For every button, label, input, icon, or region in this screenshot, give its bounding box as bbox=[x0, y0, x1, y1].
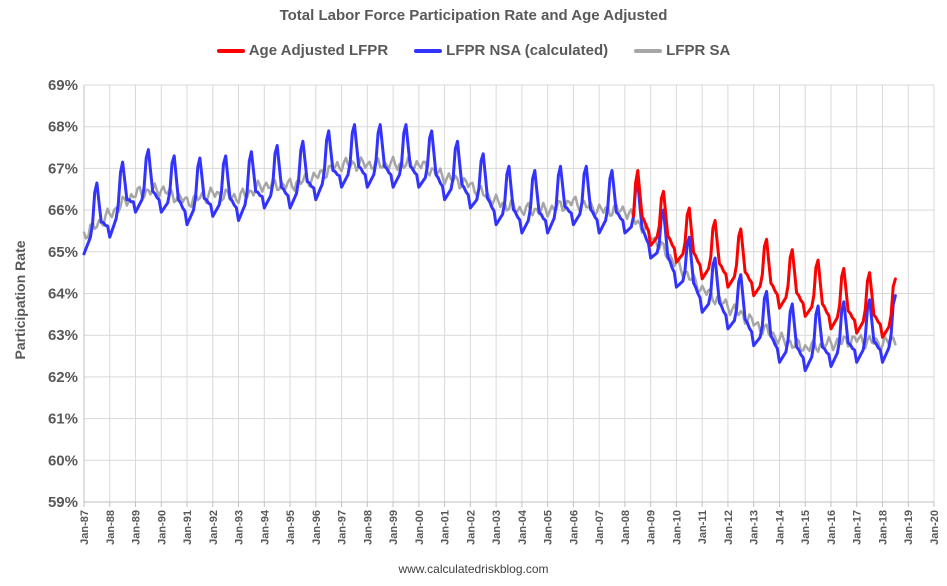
x-tick-label: Jan-04 bbox=[517, 509, 529, 545]
tick-labels: 59% 60% 61% 62% 63% 64% 65% 66% 67% 68% 69% Jan-87 J… bbox=[48, 77, 941, 545]
y-tick-label: 68% bbox=[48, 119, 78, 136]
x-tick-label: Jan-16 bbox=[826, 510, 838, 545]
x-tick-label: Jan-94 bbox=[259, 509, 271, 545]
x-tick-label: Jan-98 bbox=[362, 510, 374, 545]
x-tick-label: Jan-92 bbox=[208, 510, 220, 545]
x-tick-label: Jan-93 bbox=[234, 510, 246, 545]
x-tick-label: Jan-08 bbox=[620, 510, 632, 545]
legend-label-lfpr-sa: LFPR SA bbox=[666, 42, 731, 59]
source-credit: www.calculatedriskblog.com bbox=[398, 562, 549, 576]
x-tick-label: Jan-12 bbox=[723, 510, 735, 545]
x-tick-label: Jan-05 bbox=[543, 510, 555, 545]
x-tick-label: Jan-95 bbox=[285, 510, 297, 545]
x-tick-label: Jan-14 bbox=[774, 509, 786, 545]
x-tick-label: Jan-13 bbox=[749, 510, 761, 545]
x-tick-label: Jan-96 bbox=[311, 510, 323, 545]
series-lines bbox=[82, 123, 897, 373]
y-tick-label: 63% bbox=[48, 327, 78, 344]
x-tick-label: Jan-99 bbox=[388, 510, 400, 545]
x-tick-label: Jan-11 bbox=[697, 510, 709, 544]
chart-title: Total Labor Force Participation Rate and… bbox=[279, 7, 668, 24]
axes bbox=[83, 85, 935, 507]
x-tick-label: Jan-18 bbox=[877, 510, 889, 545]
y-tick-label: 67% bbox=[48, 160, 78, 177]
series-line-age-adjusted bbox=[632, 169, 897, 339]
x-tick-label: Jan-06 bbox=[568, 510, 580, 545]
x-tick-label: Jan-17 bbox=[852, 510, 864, 545]
legend-swatch-age-adjusted bbox=[216, 48, 245, 53]
x-tick-label: Jan-88 bbox=[105, 510, 117, 545]
x-tick-label: Jan-01 bbox=[440, 510, 452, 545]
series-line-lfpr-sa bbox=[82, 155, 897, 353]
x-tick-label: Jan-89 bbox=[131, 510, 143, 545]
x-tick-label: Jan-09 bbox=[646, 510, 658, 545]
x-tick-label: Jan-91 bbox=[182, 510, 194, 545]
y-tick-label: 66% bbox=[48, 202, 78, 219]
x-tick-label: Jan-15 bbox=[800, 510, 812, 545]
legend-label-age-adjusted: Age Adjusted LFPR bbox=[248, 42, 389, 59]
x-tick-label: Jan-19 bbox=[903, 510, 915, 545]
x-tick-label: Jan-90 bbox=[156, 510, 168, 545]
x-tick-label: Jan-10 bbox=[671, 510, 683, 545]
y-tick-label: 64% bbox=[48, 286, 78, 303]
series-line-lfpr-nsa bbox=[82, 123, 897, 373]
y-tick-label: 69% bbox=[48, 77, 78, 94]
x-tick-label: Jan-07 bbox=[594, 510, 606, 545]
y-tick-label: 65% bbox=[48, 244, 78, 261]
y-tick-label: 62% bbox=[48, 369, 78, 386]
legend-label-lfpr-nsa: LFPR NSA (calculated) bbox=[446, 42, 609, 59]
x-tick-label: Jan-20 bbox=[929, 510, 941, 545]
legend-swatch-lfpr-nsa bbox=[414, 48, 443, 53]
grid bbox=[83, 84, 935, 503]
x-tick-label: Jan-03 bbox=[491, 510, 503, 545]
x-tick-label: Jan-00 bbox=[414, 510, 426, 545]
x-tick-label: Jan-97 bbox=[337, 510, 349, 545]
legend: Age Adjusted LFPR LFPR NSA (calculated) … bbox=[0, 42, 947, 59]
y-tick-label: 61% bbox=[48, 411, 78, 428]
x-tick-label: Jan-87 bbox=[79, 510, 91, 545]
y-tick-label: 60% bbox=[48, 452, 78, 469]
y-tick-label: 59% bbox=[48, 494, 78, 511]
legend-item-lfpr-sa: LFPR SA bbox=[634, 42, 730, 59]
legend-item-age-adjusted: Age Adjusted LFPR bbox=[216, 42, 389, 59]
x-tick-label: Jan-02 bbox=[465, 510, 477, 545]
legend-item-lfpr-nsa: LFPR NSA (calculated) bbox=[414, 42, 608, 59]
legend-swatch-lfpr-sa bbox=[634, 48, 663, 53]
